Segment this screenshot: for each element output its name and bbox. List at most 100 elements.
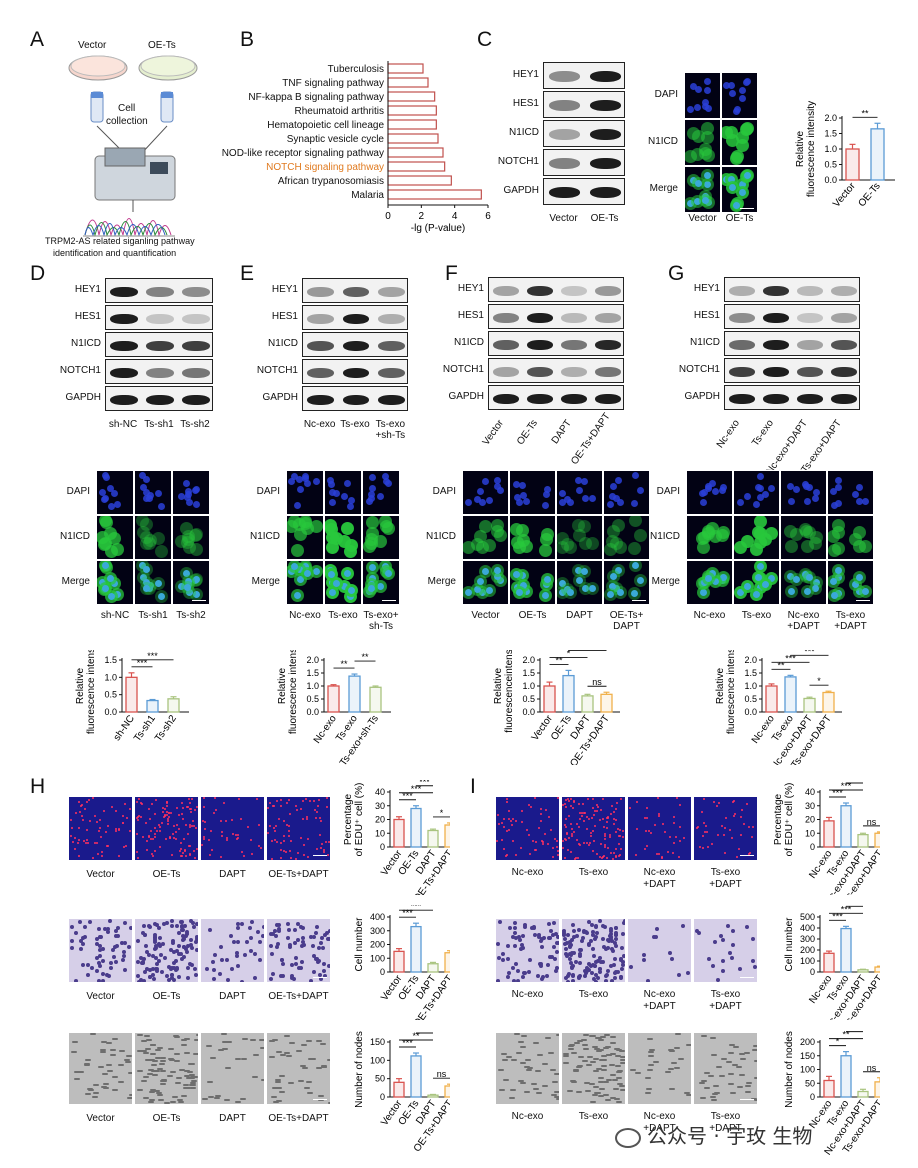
panel-label-d: D [30, 262, 46, 285]
nucleus [541, 502, 549, 510]
cell-dot [175, 948, 180, 953]
cell-dot [190, 962, 195, 967]
edu-dot [617, 827, 620, 830]
cell-signal [491, 518, 505, 532]
edu-dot [573, 799, 576, 802]
fl-col-label: Nc-exo [289, 610, 321, 621]
significance-label: *** [582, 650, 593, 651]
edu-dot [733, 812, 736, 815]
edu-dot [103, 810, 106, 813]
y-tick-label: 0.5 [744, 694, 757, 704]
bar [387, 91, 436, 102]
cell-dot [608, 928, 613, 933]
cell-dot [242, 953, 247, 958]
micrograph-label: Nc-exo +DAPT [643, 867, 676, 890]
micrograph [134, 1032, 199, 1105]
tube-segment [728, 1044, 735, 1047]
cell-dot [313, 931, 318, 936]
cell-signal [752, 526, 766, 540]
cell-dot [720, 969, 725, 974]
tube-segment [224, 1067, 231, 1070]
tube-segment [261, 1079, 264, 1082]
edu-dot [582, 802, 585, 805]
nucleus [157, 593, 165, 601]
tube-segment [310, 1057, 317, 1060]
fl-col-label: OE-Ts+ DAPT [609, 610, 644, 632]
fl-image [733, 470, 780, 515]
edu-dot [596, 809, 599, 812]
edu-dot [656, 797, 659, 800]
edu-dot [701, 835, 704, 837]
significance-label: * [817, 676, 821, 686]
edu-dot [654, 824, 657, 827]
edu-dot [731, 800, 734, 803]
tube-segment [511, 1059, 517, 1062]
edu-dot [172, 832, 175, 835]
tube-segment [668, 1088, 675, 1091]
micrograph-label: OE-Ts [152, 869, 181, 880]
edu-dot [258, 824, 261, 827]
blot-row-label: HEY1 [74, 283, 101, 295]
micrograph-label: DAPT [219, 1113, 246, 1124]
cell-signal [607, 525, 621, 539]
tube-segment [575, 1091, 582, 1094]
edu-dot [618, 854, 621, 857]
significance-label: ns [437, 1069, 447, 1079]
edu-dot [327, 841, 330, 844]
edu-dot [135, 851, 138, 854]
tube-segment [221, 1041, 228, 1044]
edu-dot [503, 848, 506, 851]
edu-dot [606, 857, 609, 860]
tube-segment [142, 1076, 149, 1079]
edu-dot [512, 817, 515, 820]
tube-segment [158, 1063, 165, 1066]
edu-dot [166, 805, 169, 808]
tube-segment [193, 1053, 198, 1056]
edu-dot [280, 805, 283, 808]
tube-segment [259, 1038, 264, 1041]
nucleus [743, 172, 751, 180]
cell-dot [654, 927, 659, 932]
y-tick-label: 1.5 [522, 668, 535, 678]
x-tick-label: 2 [419, 211, 425, 222]
fl-row-label: N1ICD [649, 530, 680, 542]
tube-segment [150, 1088, 157, 1091]
edu-dot [283, 835, 286, 838]
panel-label-g: G [668, 262, 685, 285]
cell-dot [108, 961, 113, 966]
cell-dot [142, 957, 147, 962]
fl-image [556, 470, 603, 515]
cell-dot [567, 939, 572, 944]
tube-segment [583, 1033, 589, 1036]
nucleus [733, 107, 741, 115]
tube-segment [753, 1044, 757, 1047]
nucleus [805, 574, 813, 582]
edu-dot [194, 827, 197, 830]
fl-image [686, 515, 733, 560]
tube-segment [224, 1098, 231, 1101]
blot-band [589, 129, 622, 141]
tube-segment [159, 1082, 166, 1085]
edu-dot [193, 824, 196, 827]
edu-dot [674, 836, 677, 839]
nucleus [607, 590, 615, 598]
cell-dot [98, 948, 103, 953]
tube-segment [700, 1035, 707, 1038]
edu-dot [141, 802, 144, 805]
edu-dot [166, 802, 169, 805]
nucleus [728, 175, 736, 183]
tube-segment [727, 1072, 734, 1075]
tube-segment [235, 1101, 242, 1104]
cell-dot [235, 939, 240, 944]
tube-segment [268, 1056, 275, 1059]
edu-dot [577, 825, 580, 828]
cell-dot [311, 944, 316, 949]
nucleus [686, 200, 694, 208]
tube-segment [217, 1048, 224, 1051]
nucleus [752, 501, 760, 509]
fl-col-label: Ts-sh1 [138, 610, 168, 621]
edu-dot [742, 822, 745, 825]
edu-dot [166, 813, 169, 816]
cell-dot [211, 967, 216, 972]
tube-segment [156, 1092, 163, 1095]
